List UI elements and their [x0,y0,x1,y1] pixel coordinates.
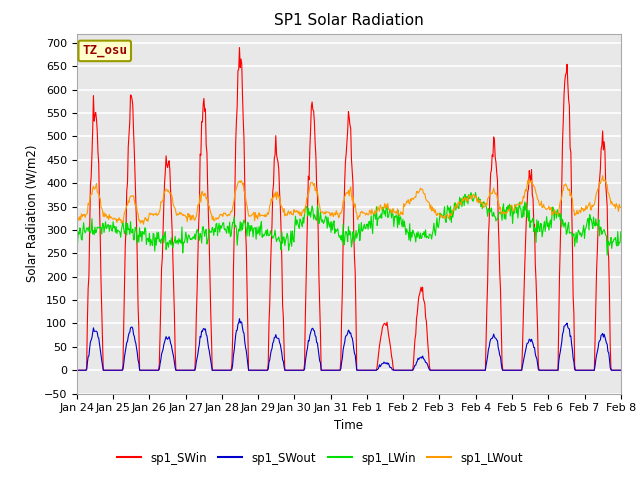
sp1_LWin [223,230,230,236]
sp1_LWin [604,252,611,258]
sp1_SWin [617,367,625,373]
Text: TZ_osu: TZ_osu [82,44,127,58]
sp1_LWin [139,228,147,234]
sp1_SWin [83,365,90,371]
sp1_SWout [236,316,243,322]
sp1_SWin [236,45,243,50]
sp1_SWin [416,292,424,298]
sp1_LWout [195,203,202,208]
sp1_SWout [83,367,90,373]
sp1_SWin [194,255,202,261]
sp1_LWin [415,233,422,239]
X-axis label: Time: Time [334,419,364,432]
Y-axis label: Solar Radiation (W/m2): Solar Radiation (W/m2) [25,145,38,282]
sp1_SWout [431,367,439,373]
sp1_LWin [467,190,475,195]
sp1_LWout [73,214,81,220]
sp1_LWout [83,211,90,217]
sp1_SWout [73,367,81,373]
Line: sp1_LWout: sp1_LWout [77,176,621,224]
Line: sp1_LWin: sp1_LWin [77,192,621,255]
Line: sp1_SWout: sp1_SWout [77,319,621,370]
sp1_LWin [431,228,438,234]
sp1_SWin [431,367,439,373]
Line: sp1_SWin: sp1_SWin [77,48,621,370]
sp1_SWin [73,367,81,373]
sp1_SWout [617,367,625,373]
sp1_LWin [194,228,202,234]
sp1_SWout [194,351,202,357]
Legend: sp1_SWin, sp1_SWout, sp1_LWin, sp1_LWout: sp1_SWin, sp1_SWout, sp1_LWin, sp1_LWout [112,447,528,469]
sp1_LWin [83,225,90,231]
sp1_LWout [140,221,147,227]
sp1_LWout [223,213,231,219]
sp1_LWin [617,229,625,235]
sp1_SWout [416,355,424,361]
sp1_LWout [416,188,424,194]
sp1_LWout [139,217,147,223]
sp1_LWout [599,173,607,179]
sp1_SWin [223,367,230,373]
sp1_LWout [431,207,439,213]
sp1_SWin [139,367,147,373]
Title: SP1 Solar Radiation: SP1 Solar Radiation [274,13,424,28]
sp1_SWout [223,367,230,373]
sp1_LWin [73,236,81,242]
sp1_LWout [617,204,625,210]
sp1_SWout [139,367,147,373]
